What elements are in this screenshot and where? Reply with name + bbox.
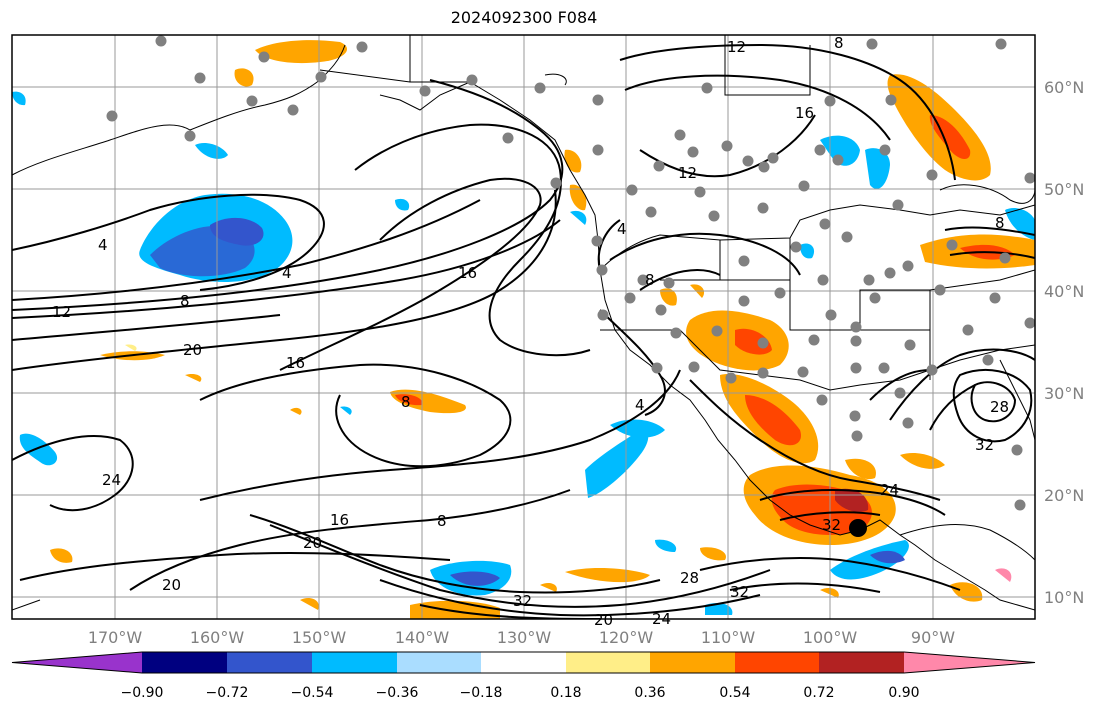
longitude-labels: 170°W 160°W 150°W 140°W 130°W 120°W 110°…	[88, 628, 955, 647]
colorbar-segment	[227, 652, 312, 673]
lon-label: 120°W	[599, 628, 654, 647]
colorbar-tick: −0.18	[460, 685, 503, 701]
lon-label: 110°W	[701, 628, 756, 647]
colorbar-tick: 0.72	[803, 685, 834, 701]
colorbar-tick: 0.54	[719, 685, 750, 701]
lon-label: 140°W	[395, 628, 450, 647]
colorbar-segment	[142, 652, 227, 673]
graticule	[12, 35, 1035, 619]
contour-label: 8	[180, 292, 190, 310]
lat-label: 60°N	[1044, 78, 1084, 97]
negative-anomaly-shading	[12, 91, 1035, 615]
colorbar-segment	[481, 652, 566, 673]
contour-label: 32	[822, 516, 841, 534]
map-title: 2024092300 F084	[450, 8, 598, 27]
latitude-labels: 60°N 50°N 40°N 30°N 20°N 10°N	[1044, 78, 1084, 607]
colorbar-outline	[11, 651, 1036, 674]
contour-label: 8	[645, 271, 655, 289]
contour-label: 8	[437, 512, 447, 530]
lat-label: 20°N	[1044, 486, 1084, 505]
contour-label-group: 12 16 8 12 4 4 8 12 20 16 16 8 4 8 4 24 …	[52, 34, 1009, 629]
colorbar-segment	[735, 652, 819, 673]
contour-label: 16	[286, 354, 305, 372]
contour-label: 20	[183, 341, 202, 359]
colorbar-segment	[650, 652, 735, 673]
colorbar-segment	[312, 652, 397, 673]
lon-label: 160°W	[190, 628, 245, 647]
contour-label: 28	[990, 398, 1009, 416]
lon-label: 100°W	[803, 628, 858, 647]
lon-label: 130°W	[497, 628, 552, 647]
colorbar-segment	[12, 652, 142, 673]
contour-label: 28	[680, 569, 699, 587]
contour-label: 32	[975, 436, 994, 454]
contour-label: 12	[727, 38, 746, 56]
lon-label: 150°W	[292, 628, 347, 647]
colorbar-tick: −0.36	[376, 685, 419, 701]
contour-label: 4	[282, 264, 292, 282]
lat-label: 30°N	[1044, 384, 1084, 403]
colorbar-segment	[819, 652, 904, 673]
contour-label: 32	[730, 583, 749, 601]
contour-label: 32	[513, 592, 532, 610]
contour-label: 16	[330, 511, 349, 529]
contour-label: 16	[458, 264, 477, 282]
contour-label: 12	[52, 303, 71, 321]
map-frame	[11, 34, 1036, 620]
colorbar-tick: 0.90	[888, 685, 919, 701]
colorbar-segment	[566, 652, 650, 673]
contour-label: 20	[162, 576, 181, 594]
contour-label: 4	[635, 396, 645, 414]
lat-label: 10°N	[1044, 588, 1084, 607]
storm-center-marker	[849, 519, 867, 537]
contour-label: 24	[880, 481, 899, 499]
contour-label: 8	[834, 34, 844, 52]
colorbar-tick: 0.36	[634, 685, 665, 701]
station-markers	[106, 35, 1035, 511]
colorbar-tick: −0.72	[206, 685, 249, 701]
contour-label: 4	[617, 220, 627, 238]
lon-label: 170°W	[88, 628, 143, 647]
contour-label: 20	[303, 534, 322, 552]
contour-label: 8	[401, 393, 411, 411]
lat-label: 50°N	[1044, 180, 1084, 199]
colorbar-tick: 0.18	[550, 685, 581, 701]
colorbar-tick-labels: −0.90 −0.72 −0.54 −0.36 −0.18 0.18 0.36 …	[121, 685, 920, 701]
contour-label: 16	[795, 104, 814, 122]
contour-label: 12	[678, 164, 697, 182]
contour-label: 4	[98, 236, 108, 254]
colorbar-segment	[397, 652, 481, 673]
colorbar-tick: −0.90	[121, 685, 164, 701]
colorbar-tick: −0.54	[291, 685, 334, 701]
contour-lines	[12, 43, 1035, 619]
colorbar-segment	[904, 652, 1035, 673]
contour-label: 20	[594, 611, 613, 629]
contour-label: 24	[102, 471, 121, 489]
contour-label: 8	[995, 214, 1005, 232]
lat-label: 40°N	[1044, 282, 1084, 301]
lon-label: 90°W	[911, 628, 955, 647]
colorbar	[11, 651, 1036, 674]
